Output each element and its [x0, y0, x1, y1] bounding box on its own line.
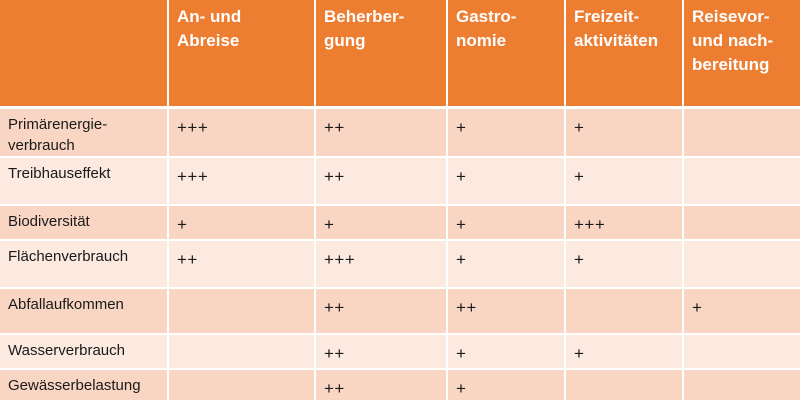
table-cell: + — [447, 333, 566, 370]
header-reisevor-und-nachbereitung: Reisevor- und nach- bereitung — [683, 0, 800, 109]
table-cell: + — [565, 239, 684, 289]
row-label: Gewässerbelastung — [0, 368, 169, 400]
table-row: Biodiversität + + + +++ — [0, 204, 800, 241]
table-cell: + — [168, 204, 316, 241]
header-beherbergung: Beherber- gung — [315, 0, 448, 109]
header-gastronomie: Gastro- nomie — [447, 0, 566, 109]
table-row: Abfallaufkommen ++ ++ + — [0, 287, 800, 335]
table-cell — [565, 368, 684, 400]
table-cell — [683, 107, 800, 158]
table-cell — [565, 287, 684, 335]
table-cell: + — [447, 204, 566, 241]
table-cell: ++ — [315, 287, 448, 335]
table-cell: +++ — [565, 204, 684, 241]
table-cell: + — [683, 287, 800, 335]
table-cell: + — [565, 333, 684, 370]
table-cell — [168, 333, 316, 370]
table-cell — [683, 368, 800, 400]
table-row: Flächenverbrauch ++ +++ + + — [0, 239, 800, 289]
table-row: Gewässerbelastung ++ + — [0, 368, 800, 400]
header-an-und-abreise: An- und Abreise — [168, 0, 316, 109]
table-cell: +++ — [168, 107, 316, 158]
table-cell: ++ — [315, 368, 448, 400]
table-cell: + — [447, 107, 566, 158]
table-cell — [683, 204, 800, 241]
table-cell — [683, 156, 800, 206]
header-freizeitaktivitaeten: Freizeit- aktivitäten — [565, 0, 684, 109]
row-label: Treibhauseffekt — [0, 156, 169, 206]
table-cell — [683, 333, 800, 370]
table-cell: ++ — [315, 156, 448, 206]
row-label: Biodiversität — [0, 204, 169, 241]
table-cell — [168, 287, 316, 335]
header-corner — [0, 0, 169, 109]
table-cell — [168, 368, 316, 400]
row-label: Flächenverbrauch — [0, 239, 169, 289]
header-row: An- und Abreise Beherber- gung Gastro- n… — [0, 0, 800, 109]
table-row: Wasserverbrauch ++ + + — [0, 333, 800, 370]
table-cell: +++ — [315, 239, 448, 289]
table-cell: + — [447, 239, 566, 289]
table-cell: ++ — [168, 239, 316, 289]
table-cell: + — [315, 204, 448, 241]
table-cell: ++ — [315, 107, 448, 158]
table-cell: +++ — [168, 156, 316, 206]
table-cell — [683, 239, 800, 289]
table-cell: + — [565, 156, 684, 206]
table-cell: + — [447, 156, 566, 206]
row-label: Wasserverbrauch — [0, 333, 169, 370]
table-row: Treibhauseffekt +++ ++ + + — [0, 156, 800, 206]
table-cell: + — [565, 107, 684, 158]
table-cell: ++ — [315, 333, 448, 370]
table-cell: + — [447, 368, 566, 400]
row-label: Primärenergie- verbrauch — [0, 107, 169, 158]
table-cell: ++ — [447, 287, 566, 335]
row-label: Abfallaufkommen — [0, 287, 169, 335]
table-row: Primärenergie- verbrauch +++ ++ + + — [0, 107, 800, 158]
